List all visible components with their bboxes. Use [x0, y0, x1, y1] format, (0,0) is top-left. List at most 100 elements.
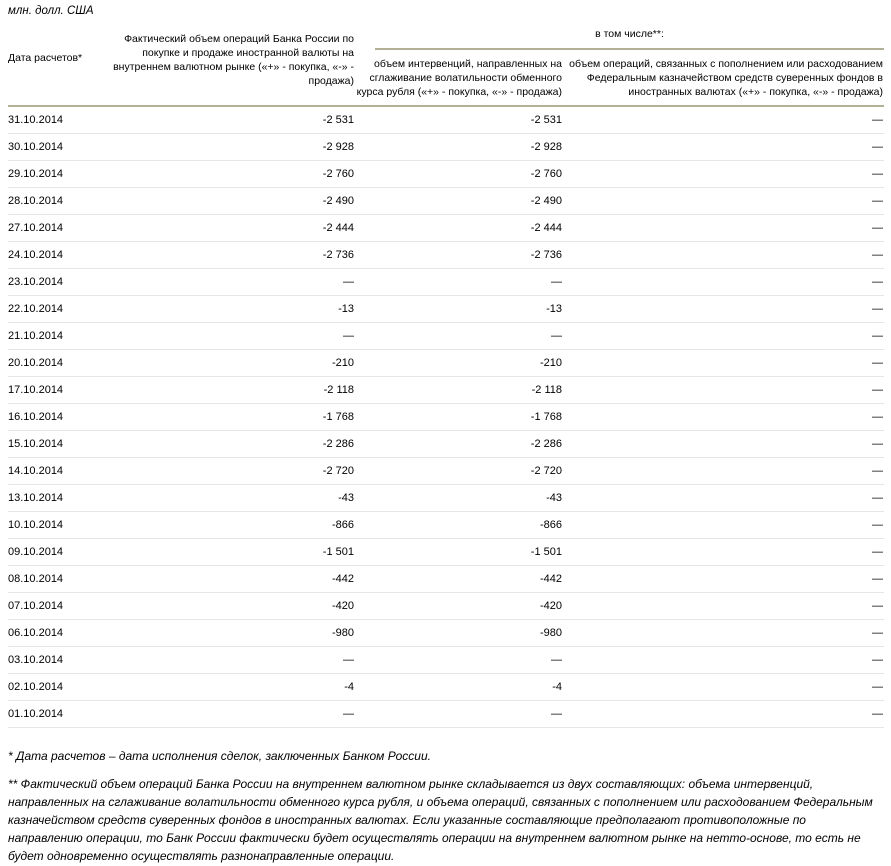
- interventions-volume-cell: —: [355, 268, 563, 296]
- interventions-volume-cell: —: [355, 322, 563, 350]
- treasury-operations-cell: —: [563, 430, 884, 458]
- actual-volume-cell: -420: [92, 592, 355, 620]
- treasury-operations-cell: —: [563, 241, 884, 269]
- treasury-operations-cell: —: [563, 160, 884, 188]
- settlement-date-cell: 10.10.2014: [8, 511, 92, 539]
- table-row: 17.10.2014 -2 118 -2 118 —: [8, 376, 884, 404]
- interventions-volume-cell: -43: [355, 484, 563, 512]
- column-header-actual-volume: Фактический объем операций Банка России …: [113, 33, 354, 87]
- actual-volume-cell: -2 490: [92, 187, 355, 215]
- actual-volume-cell: -2 286: [92, 430, 355, 458]
- treasury-operations-cell: —: [563, 403, 884, 431]
- actual-volume-cell: —: [92, 646, 355, 674]
- table-row: 07.10.2014 -420 -420 —: [8, 592, 884, 620]
- settlement-date-cell: 29.10.2014: [8, 160, 92, 188]
- actual-volume-cell: -980: [92, 619, 355, 647]
- footnote-settlement-date: * Дата расчетов – дата исполнения сделок…: [8, 749, 431, 763]
- settlement-date-cell: 14.10.2014: [8, 457, 92, 485]
- interventions-volume-cell: -1 768: [355, 403, 563, 431]
- table-body: 31.10.2014 -2 531 -2 531 — 30.10.2014 -2…: [8, 106, 884, 728]
- treasury-operations-cell: —: [563, 187, 884, 215]
- actual-volume-cell: -1 768: [92, 403, 355, 431]
- treasury-operations-cell: —: [563, 538, 884, 566]
- interventions-volume-cell: -4: [355, 673, 563, 701]
- column-header-including: в том числе**:: [375, 25, 884, 50]
- actual-volume-cell: -2 760: [92, 160, 355, 188]
- actual-volume-cell: —: [92, 700, 355, 728]
- treasury-operations-cell: —: [563, 214, 884, 242]
- treasury-operations-cell: —: [563, 133, 884, 161]
- interventions-table: Дата расчетов* Фактический объем операци…: [8, 25, 884, 728]
- table-row: 20.10.2014 -210 -210 —: [8, 349, 884, 377]
- actual-volume-cell: -13: [92, 295, 355, 323]
- interventions-volume-cell: -2 286: [355, 430, 563, 458]
- column-header-treasury-operations: объем операций, связанных с пополнением …: [569, 58, 883, 98]
- footnote-actual-volume: ** Фактический объем операций Банка Росс…: [8, 777, 873, 863]
- treasury-operations-cell: —: [563, 646, 884, 674]
- table-row: 16.10.2014 -1 768 -1 768 —: [8, 403, 884, 431]
- treasury-operations-cell: —: [563, 700, 884, 728]
- actual-volume-cell: -43: [92, 484, 355, 512]
- actual-volume-cell: -2 736: [92, 241, 355, 269]
- table-row: 14.10.2014 -2 720 -2 720 —: [8, 457, 884, 485]
- interventions-volume-cell: -980: [355, 619, 563, 647]
- actual-volume-cell: -1 501: [92, 538, 355, 566]
- interventions-volume-cell: —: [355, 700, 563, 728]
- actual-volume-cell: -866: [92, 511, 355, 539]
- settlement-date-cell: 13.10.2014: [8, 484, 92, 512]
- settlement-date-cell: 15.10.2014: [8, 430, 92, 458]
- table-row: 27.10.2014 -2 444 -2 444 —: [8, 214, 884, 242]
- treasury-operations-cell: —: [563, 106, 884, 134]
- actual-volume-cell: -4: [92, 673, 355, 701]
- treasury-operations-cell: —: [563, 592, 884, 620]
- settlement-date-cell: 22.10.2014: [8, 295, 92, 323]
- settlement-date-cell: 28.10.2014: [8, 187, 92, 215]
- interventions-volume-cell: -2 118: [355, 376, 563, 404]
- table-row: 13.10.2014 -43 -43 —: [8, 484, 884, 512]
- actual-volume-cell: -2 928: [92, 133, 355, 161]
- interventions-volume-cell: -866: [355, 511, 563, 539]
- table-row: 03.10.2014 — — —: [8, 646, 884, 674]
- table-header: Дата расчетов* Фактический объем операци…: [8, 25, 884, 106]
- settlement-date-cell: 07.10.2014: [8, 592, 92, 620]
- unit-label: млн. долл. США: [8, 5, 94, 17]
- actual-volume-cell: -2 531: [92, 106, 355, 134]
- table-row: 01.10.2014 — — —: [8, 700, 884, 728]
- treasury-operations-cell: —: [563, 376, 884, 404]
- column-header-group-cell: в том числе**:: [355, 25, 884, 50]
- table-row: 24.10.2014 -2 736 -2 736 —: [8, 241, 884, 269]
- table-row: 02.10.2014 -4 -4 —: [8, 673, 884, 701]
- interventions-volume-cell: -2 720: [355, 457, 563, 485]
- interventions-volume-cell: -2 531: [355, 106, 563, 134]
- settlement-date-cell: 17.10.2014: [8, 376, 92, 404]
- table-row: 23.10.2014 — — —: [8, 268, 884, 296]
- interventions-volume-cell: -2 444: [355, 214, 563, 242]
- table-row: 29.10.2014 -2 760 -2 760 —: [8, 160, 884, 188]
- table-row: 22.10.2014 -13 -13 —: [8, 295, 884, 323]
- treasury-operations-cell: —: [563, 673, 884, 701]
- actual-volume-cell: —: [92, 268, 355, 296]
- treasury-operations-cell: —: [563, 565, 884, 593]
- interventions-volume-cell: -420: [355, 592, 563, 620]
- table-row: 15.10.2014 -2 286 -2 286 —: [8, 430, 884, 458]
- treasury-operations-cell: —: [563, 349, 884, 377]
- interventions-volume-cell: -2 736: [355, 241, 563, 269]
- actual-volume-cell: -2 118: [92, 376, 355, 404]
- settlement-date-cell: 03.10.2014: [8, 646, 92, 674]
- settlement-date-cell: 27.10.2014: [8, 214, 92, 242]
- interventions-volume-cell: -2 490: [355, 187, 563, 215]
- interventions-volume-cell: -2 928: [355, 133, 563, 161]
- table-row: 30.10.2014 -2 928 -2 928 —: [8, 133, 884, 161]
- settlement-date-cell: 30.10.2014: [8, 133, 92, 161]
- interventions-volume-cell: -13: [355, 295, 563, 323]
- table-row: 10.10.2014 -866 -866 —: [8, 511, 884, 539]
- actual-volume-cell: -2 720: [92, 457, 355, 485]
- treasury-operations-cell: —: [563, 619, 884, 647]
- table-row: 06.10.2014 -980 -980 —: [8, 619, 884, 647]
- settlement-date-cell: 02.10.2014: [8, 673, 92, 701]
- treasury-operations-cell: —: [563, 295, 884, 323]
- interventions-volume-cell: -1 501: [355, 538, 563, 566]
- treasury-operations-cell: —: [563, 268, 884, 296]
- actual-volume-cell: -210: [92, 349, 355, 377]
